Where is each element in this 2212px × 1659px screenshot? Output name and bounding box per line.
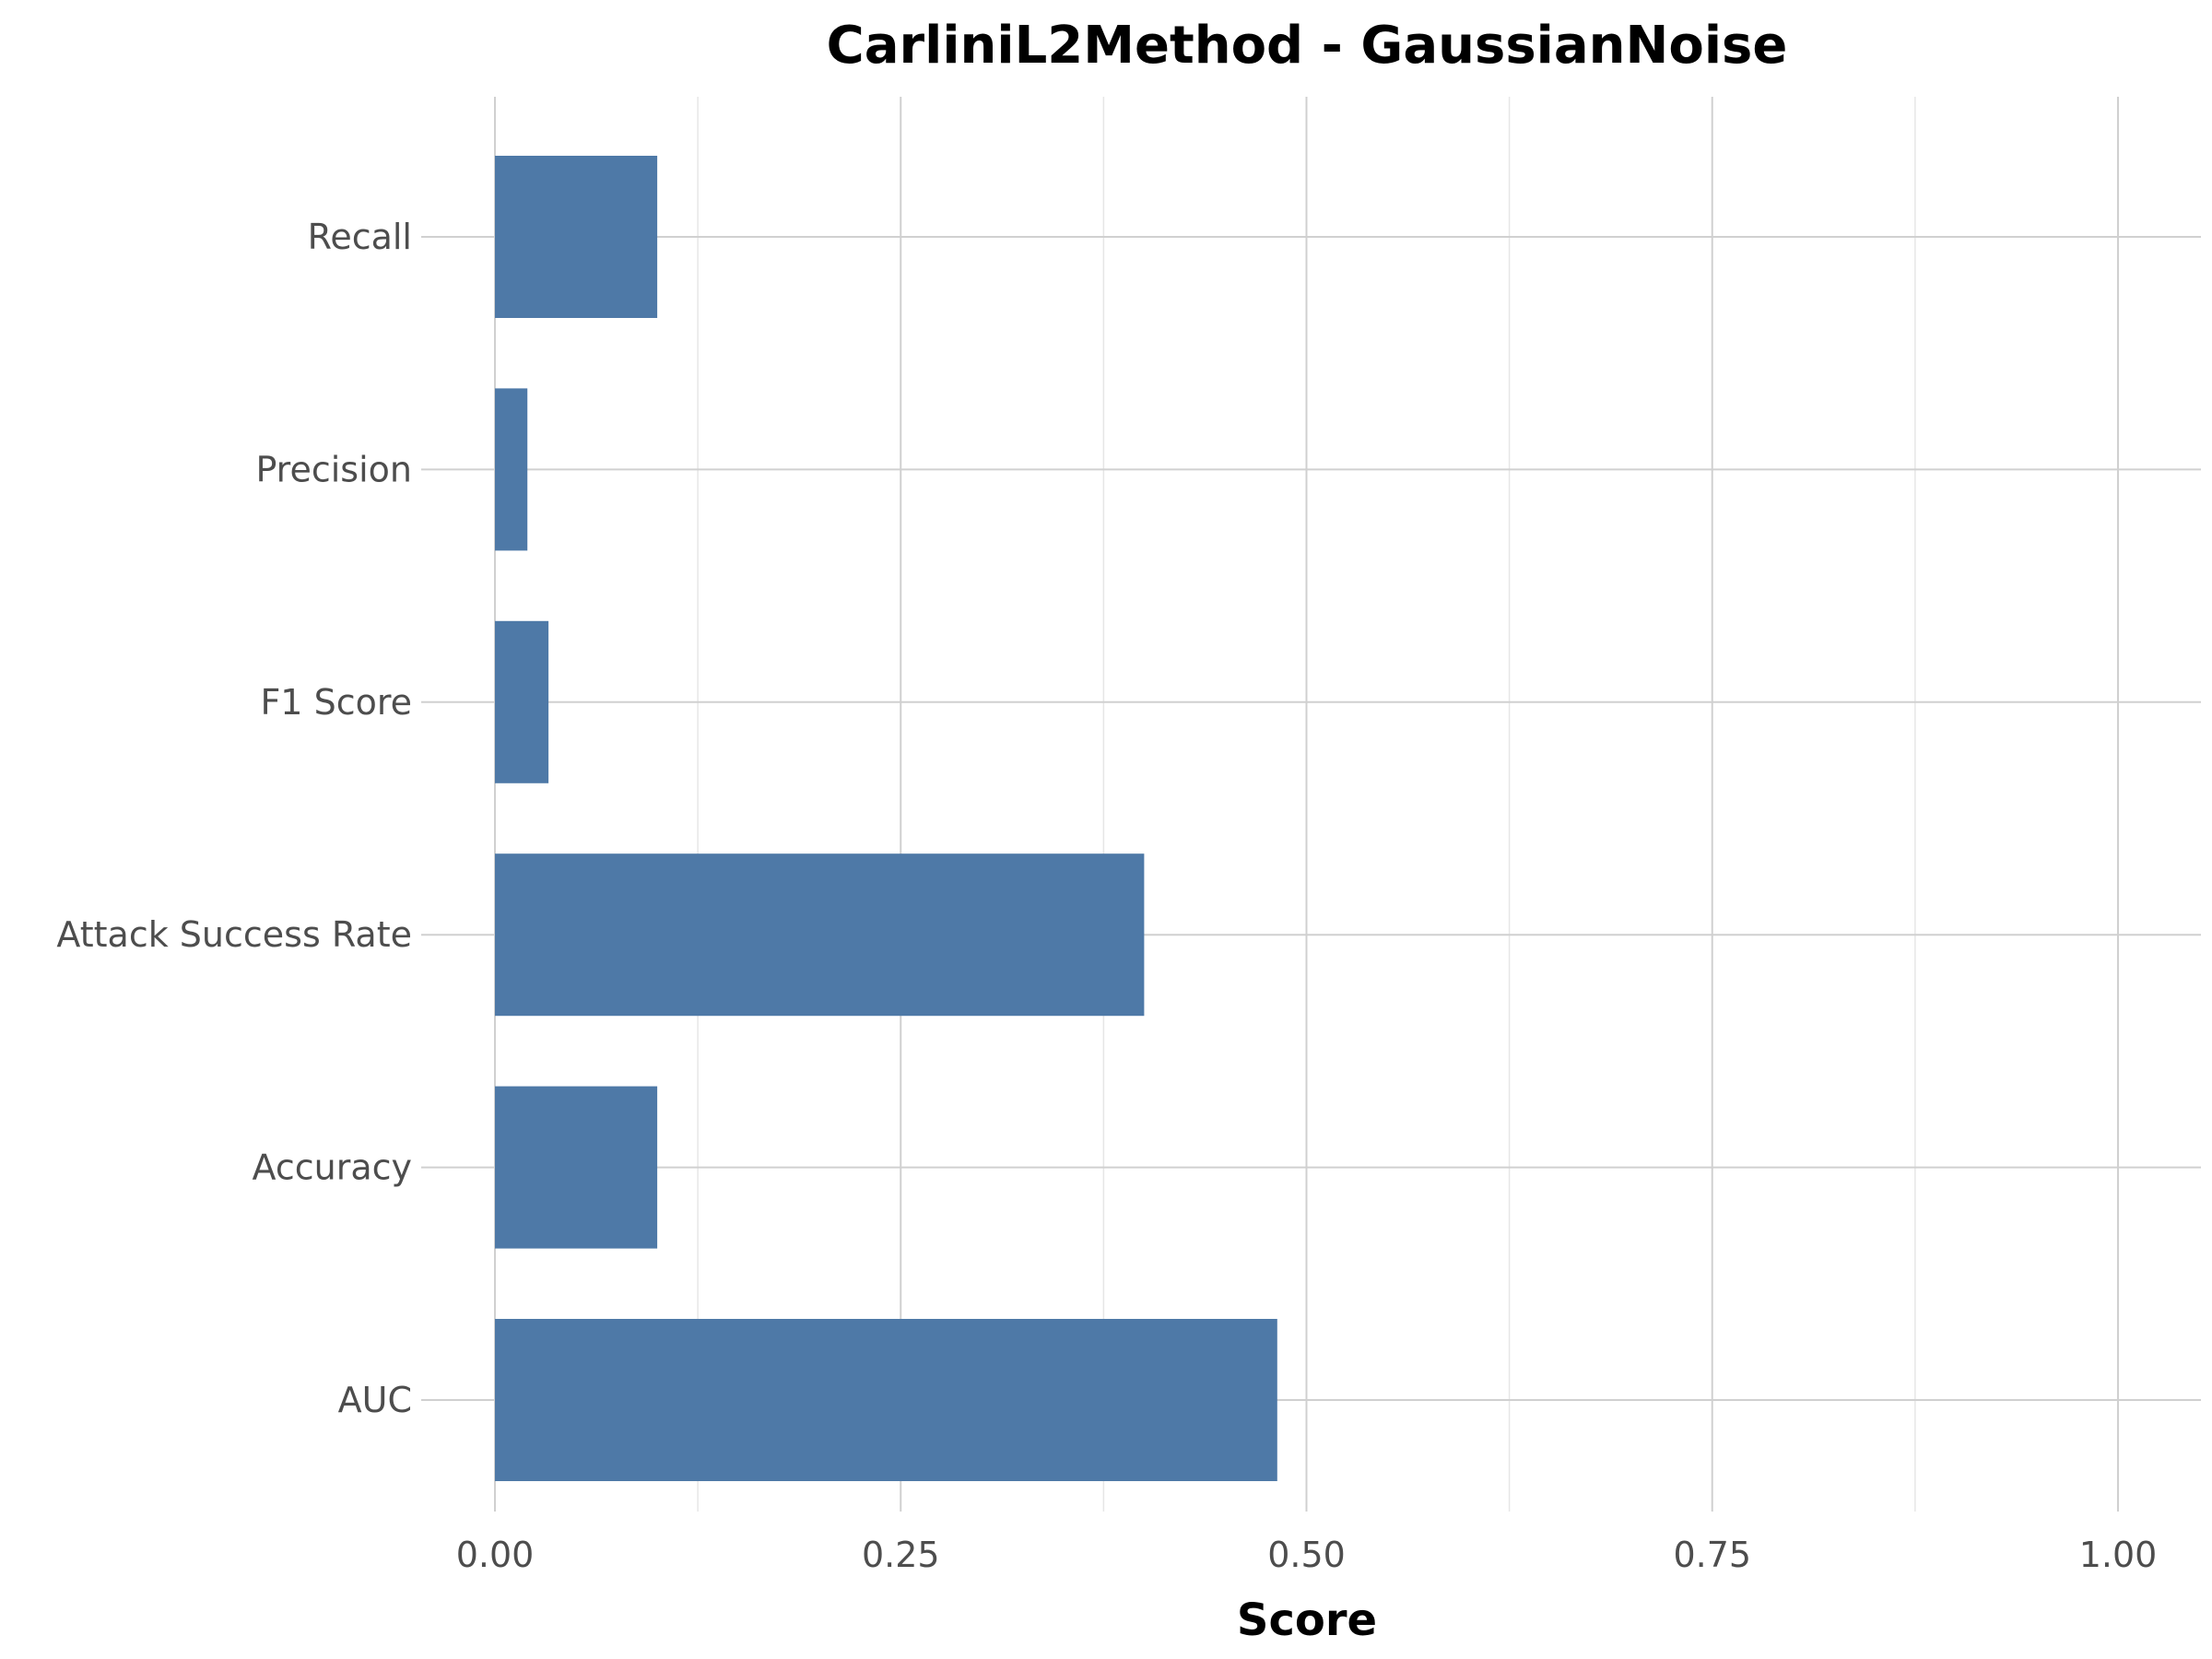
bar-f1-score: [495, 620, 549, 783]
y-tick-label: Accuracy: [253, 1147, 413, 1188]
y-tick-label: AUC: [338, 1380, 412, 1420]
x-axis-label: Score: [1237, 1594, 1377, 1646]
bar-accuracy: [495, 1086, 658, 1249]
y-tick-label: Precision: [255, 449, 412, 489]
chart-title: CarliniL2Method - GaussianNoise: [827, 16, 1788, 76]
y-tick-labels: AUC Accuracy Attack Success Rate F1 Score Pr…: [56, 217, 412, 1420]
x-tick-labels: 0.00 0.25 0.50 0.75 1.00: [456, 1535, 2158, 1575]
x-tick-label: 0.75: [1673, 1535, 1751, 1575]
bar-attack-success-rate: [495, 853, 1145, 1017]
x-tick-label: 0.25: [862, 1535, 940, 1575]
x-tick-label: 0.50: [1267, 1535, 1346, 1575]
x-tick-label: 1.00: [2079, 1535, 2158, 1575]
x-tick-label: 0.00: [456, 1535, 535, 1575]
grid-lines: [421, 97, 2201, 1512]
bar-precision: [495, 388, 528, 551]
y-tick-label: Attack Success Rate: [56, 914, 412, 955]
y-tick-label: Recall: [308, 217, 412, 257]
y-tick-label: F1 Score: [260, 682, 412, 723]
bar-auc: [495, 1319, 1277, 1481]
bar-recall: [495, 156, 658, 318]
bars: [495, 156, 1277, 1481]
